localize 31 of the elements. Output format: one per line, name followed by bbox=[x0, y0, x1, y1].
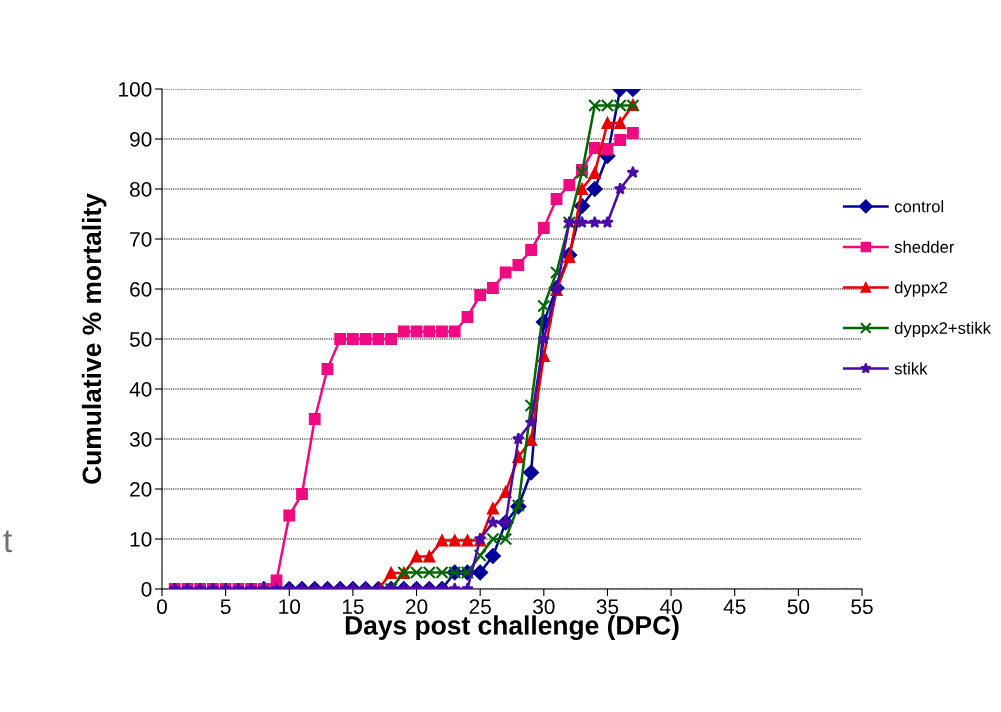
x-tick-label: 10 bbox=[279, 599, 301, 615]
y-tick-label: 100 bbox=[119, 82, 152, 97]
legend-label: dyppx2+stikk bbox=[894, 321, 991, 338]
legend-label: dyppx2 bbox=[894, 281, 948, 297]
y-tick-label: 0 bbox=[141, 582, 152, 597]
x-tick-label: 25 bbox=[469, 599, 491, 615]
text: t bbox=[3, 530, 13, 553]
x-tick-label: 45 bbox=[723, 599, 746, 615]
x-tick-label: 55 bbox=[851, 599, 873, 615]
x-tick-label: 35 bbox=[596, 599, 619, 615]
x-tick-label: 30 bbox=[533, 599, 555, 615]
x-tick-label: 50 bbox=[787, 599, 810, 615]
x-tick-label: 0 bbox=[157, 599, 167, 615]
x-tick-label: 20 bbox=[406, 599, 428, 615]
x-tick-label: 15 bbox=[342, 599, 364, 615]
y-tick-label: 40 bbox=[129, 382, 152, 397]
y-tick-label: 20 bbox=[130, 482, 152, 497]
y-tick-label: 70 bbox=[130, 232, 152, 247]
x-axis-title: Days post challenge (DPC) bbox=[345, 615, 679, 641]
legend-label: stikk bbox=[894, 362, 928, 375]
y-tick-label: 10 bbox=[130, 532, 152, 547]
y-tick-label: 60 bbox=[130, 282, 152, 297]
y-tick-label: 80 bbox=[130, 182, 152, 197]
y-tick-label: 90 bbox=[130, 132, 152, 147]
x-tick-label: 40 bbox=[659, 599, 682, 615]
y-axis-title: Cumulative % mortality bbox=[81, 193, 107, 484]
x-tick-label: 5 bbox=[220, 599, 231, 615]
legend-label: control bbox=[894, 200, 944, 213]
y-tick-label: 50 bbox=[129, 332, 152, 347]
legend-label: shedder bbox=[894, 240, 955, 253]
y-tick-label: 30 bbox=[129, 432, 152, 447]
